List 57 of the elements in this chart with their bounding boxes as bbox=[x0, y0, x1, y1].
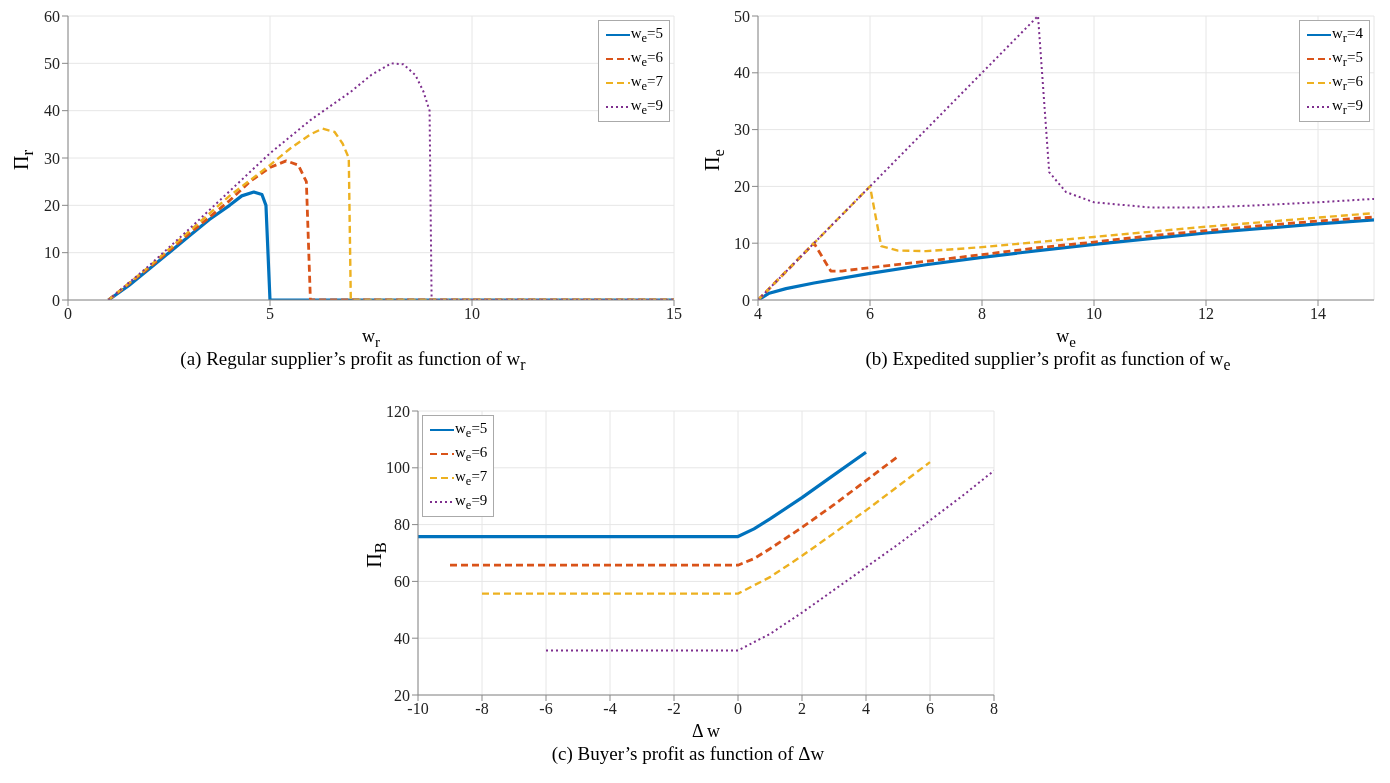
x-tick-label: 6 bbox=[866, 305, 874, 323]
x-tick-label: 10 bbox=[464, 305, 480, 323]
x-tick-label: 4 bbox=[862, 700, 870, 718]
y-tick-label: 20 bbox=[44, 197, 60, 215]
y-tick-label: 40 bbox=[44, 102, 60, 120]
x-tick-label: 10 bbox=[1086, 305, 1102, 323]
y-tick-label: 60 bbox=[44, 7, 60, 25]
y-tick-label: 50 bbox=[734, 7, 750, 25]
legend-label: w$_{e}$=7 bbox=[455, 467, 488, 489]
x-tick-label: 12 bbox=[1198, 305, 1214, 323]
legend-label: w$_{e}$=5 bbox=[630, 24, 663, 46]
text: (a) Regular supplier’s profit as function of w$_{r}$ bbox=[179, 348, 527, 374]
text: (c) Buyer’s profit as function of Δw bbox=[550, 743, 826, 765]
x-tick-label: 8 bbox=[990, 700, 998, 718]
x-tick-label: -6 bbox=[539, 700, 553, 718]
x-tick-label: 0 bbox=[64, 305, 72, 323]
x-tick-label: -4 bbox=[603, 700, 617, 718]
x-tick-label: 2 bbox=[798, 700, 806, 718]
y-tick-label: 0 bbox=[52, 291, 60, 309]
legend-label: w$_{r}$=6 bbox=[1332, 72, 1363, 94]
x-tick-label: -8 bbox=[475, 700, 489, 718]
x-axis-title: Δ w bbox=[690, 721, 722, 742]
x-tick-label: -2 bbox=[667, 700, 681, 718]
x-tick-label: 14 bbox=[1310, 305, 1326, 323]
legend-label: w$_{e}$=9 bbox=[455, 491, 488, 513]
x-axis-title: w$_{r}$ bbox=[362, 326, 380, 350]
legend-label: w$_{e}$=7 bbox=[630, 72, 663, 94]
y-tick-label: 20 bbox=[734, 178, 750, 196]
y-tick-label: 30 bbox=[44, 149, 60, 167]
text: (b) Expedited supplier’s profit as function of w$_{e}$ bbox=[864, 348, 1232, 374]
legend-label: w$_{e}$=9 bbox=[630, 96, 663, 118]
legend-label: w$_{r}$=4 bbox=[1332, 24, 1363, 46]
x-tick-label: 5 bbox=[266, 305, 274, 323]
x-tick-label: 15 bbox=[666, 305, 682, 323]
y-tick-label: 120 bbox=[386, 402, 410, 420]
legend-label: w$_{e}$=5 bbox=[455, 419, 488, 441]
line-series bbox=[545, 469, 994, 652]
y-tick-label: 20 bbox=[394, 686, 410, 704]
x-axis-title: w$_{e}$ bbox=[1056, 326, 1076, 350]
y-tick-label: 10 bbox=[44, 244, 60, 262]
legend-label: w$_{r}$=5 bbox=[1332, 48, 1363, 70]
y-tick-label: 40 bbox=[734, 64, 750, 82]
y-tick-label: 60 bbox=[394, 573, 410, 591]
y-tick-label: 0 bbox=[742, 291, 750, 309]
y-tick-label: 30 bbox=[734, 121, 750, 139]
y-tick-label: 100 bbox=[386, 459, 410, 477]
x-tick-label: 4 bbox=[754, 305, 762, 323]
y-tick-label: 10 bbox=[734, 234, 750, 252]
legend-label: w$_{r}$=9 bbox=[1332, 96, 1363, 118]
y-tick-label: 80 bbox=[394, 516, 410, 534]
legend-label: w$_{e}$=6 bbox=[630, 48, 663, 70]
y-tick-label: 50 bbox=[44, 55, 60, 73]
x-tick-label: 6 bbox=[926, 700, 934, 718]
x-tick-label: -10 bbox=[407, 700, 429, 718]
x-tick-label: 8 bbox=[978, 305, 986, 323]
y-tick-label: 40 bbox=[394, 629, 410, 647]
legend-label: w$_{e}$=6 bbox=[455, 443, 488, 465]
